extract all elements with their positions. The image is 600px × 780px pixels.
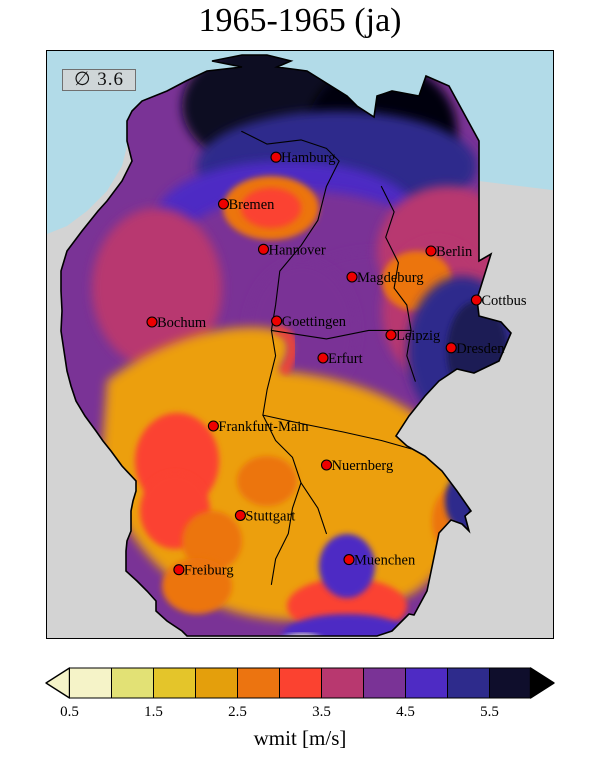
- svg-text:wmit [m/s]: wmit [m/s]: [254, 726, 347, 750]
- svg-text:1.5: 1.5: [144, 704, 163, 720]
- svg-text:3.5: 3.5: [312, 704, 331, 720]
- svg-text:Bremen: Bremen: [229, 197, 276, 213]
- svg-text:Freiburg: Freiburg: [184, 563, 234, 579]
- svg-text:Erfurt: Erfurt: [328, 351, 363, 367]
- svg-text:0.5: 0.5: [60, 704, 79, 720]
- svg-text:Frankfurt-Main: Frankfurt-Main: [218, 419, 309, 435]
- svg-text:Dresden: Dresden: [456, 341, 505, 357]
- svg-text:Leipzig: Leipzig: [396, 328, 440, 344]
- svg-text:Nuernberg: Nuernberg: [332, 458, 394, 474]
- svg-text:2.5: 2.5: [228, 704, 247, 720]
- svg-text:Hannover: Hannover: [269, 242, 326, 258]
- svg-text:Magdeburg: Magdeburg: [357, 270, 424, 286]
- svg-text:5.5: 5.5: [480, 704, 499, 720]
- svg-text:Muenchen: Muenchen: [354, 553, 416, 569]
- svg-text:Hamburg: Hamburg: [281, 150, 336, 166]
- svg-text:Cottbus: Cottbus: [481, 293, 526, 309]
- svg-text:Berlin: Berlin: [436, 244, 473, 260]
- svg-text:4.5: 4.5: [396, 704, 415, 720]
- svg-text:Goettingen: Goettingen: [282, 314, 347, 330]
- svg-text:Stuttgart: Stuttgart: [245, 508, 295, 524]
- svg-text:Bochum: Bochum: [157, 315, 207, 331]
